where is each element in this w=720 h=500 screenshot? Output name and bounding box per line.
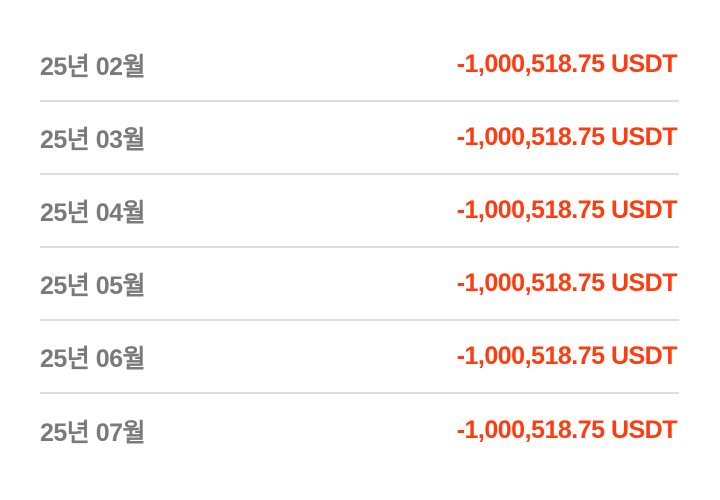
amount-value: -1,000,518.75 USDT	[457, 342, 679, 371]
amount-value: -1,000,518.75 USDT	[457, 416, 679, 445]
month-label: 25년 02월	[40, 47, 145, 83]
monthly-settlement-list: 25년 02월 -1,000,518.75 USDT 25년 03월 -1,00…	[40, 29, 679, 467]
list-item[interactable]: 25년 07월 -1,000,518.75 USDT	[40, 394, 679, 467]
list-item[interactable]: 25년 05월 -1,000,518.75 USDT	[40, 248, 679, 321]
month-label: 25년 05월	[40, 266, 145, 302]
month-label: 25년 06월	[40, 339, 145, 375]
amount-value: -1,000,518.75 USDT	[457, 196, 679, 225]
list-item[interactable]: 25년 06월 -1,000,518.75 USDT	[40, 321, 679, 394]
list-item[interactable]: 25년 03월 -1,000,518.75 USDT	[40, 102, 679, 175]
amount-value: -1,000,518.75 USDT	[457, 50, 679, 79]
amount-value: -1,000,518.75 USDT	[457, 269, 679, 298]
list-item[interactable]: 25년 02월 -1,000,518.75 USDT	[40, 29, 679, 102]
month-label: 25년 07월	[40, 413, 145, 449]
list-item[interactable]: 25년 04월 -1,000,518.75 USDT	[40, 175, 679, 248]
month-label: 25년 04월	[40, 193, 145, 229]
amount-value: -1,000,518.75 USDT	[457, 123, 679, 152]
month-label: 25년 03월	[40, 120, 145, 156]
